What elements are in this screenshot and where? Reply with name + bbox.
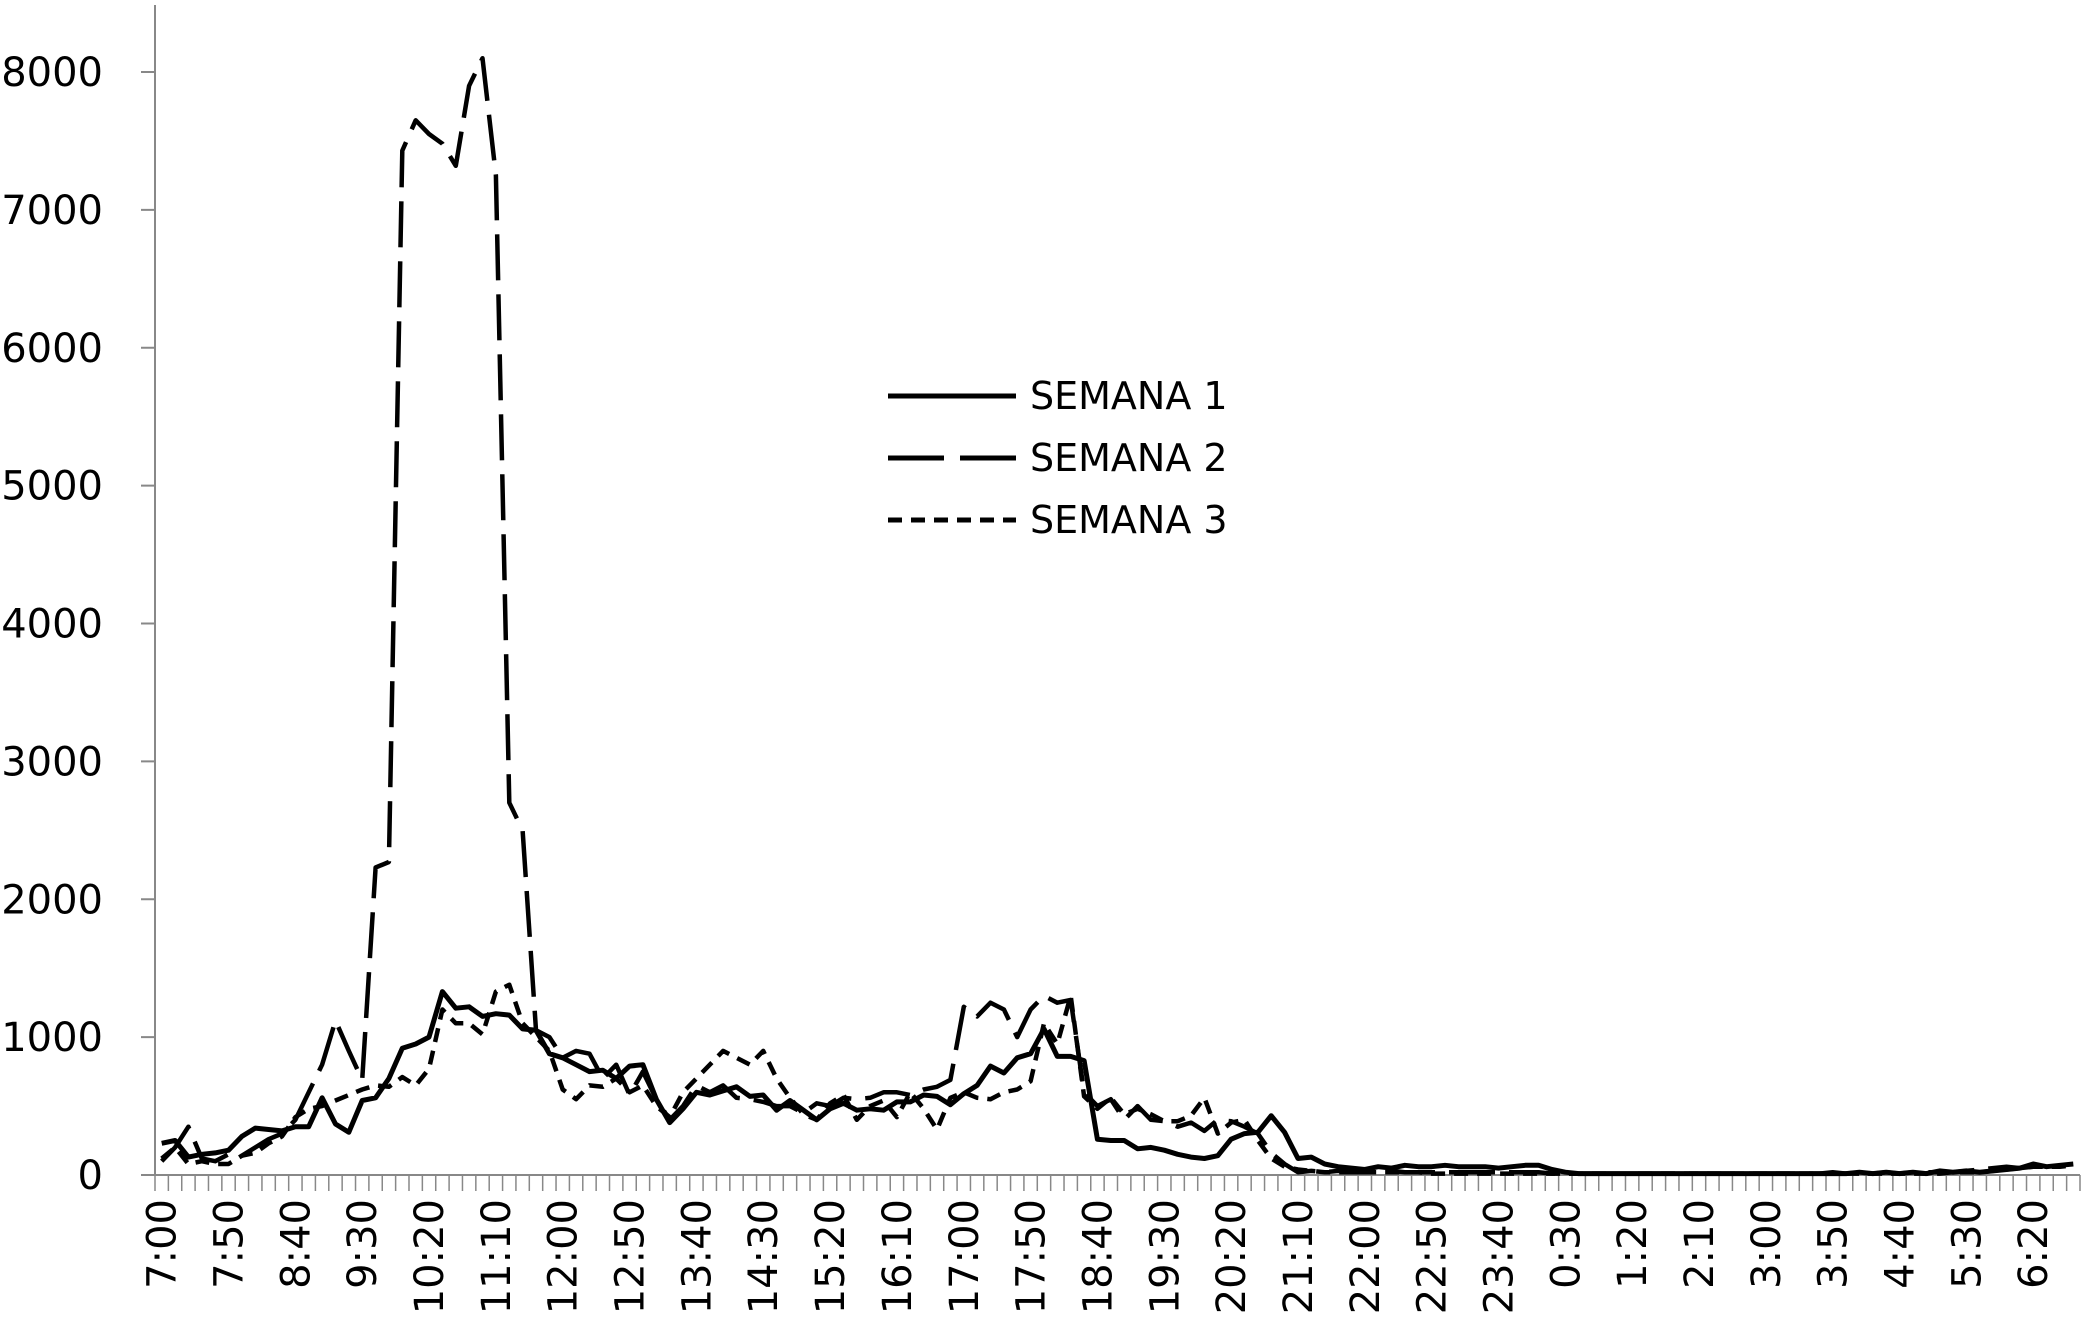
legend-label-semana-1: SEMANA 1	[1030, 374, 1228, 418]
y-tick-label: 7000	[1, 188, 103, 234]
x-tick-label: 8:40	[273, 1199, 319, 1289]
series-layer	[160, 55, 2074, 1177]
x-tick-label: 23:40	[1476, 1199, 1522, 1314]
x-tick-label: 13:40	[674, 1199, 720, 1314]
legend: SEMANA 1 SEMANA 2 SEMANA 3	[888, 374, 1228, 542]
x-tick-label: 18:40	[1075, 1199, 1121, 1314]
y-axis: 0 1000 2000 3000 4000 5000 6000 7000 8000	[1, 5, 156, 1199]
y-tick-label: 3000	[1, 739, 103, 785]
x-tick-label: 3:50	[1811, 1199, 1857, 1289]
y-tick-label: 6000	[1, 326, 103, 372]
y-tick-label: 4000	[1, 602, 103, 648]
legend-label-semana-2: SEMANA 2	[1030, 436, 1228, 480]
x-tick-label: 20:20	[1209, 1199, 1255, 1314]
x-tick-label: 2:10	[1677, 1199, 1723, 1289]
x-axis: 7:00 7:50 8:40 9:30 10:20 11:10 12:00 12:50 13:4…	[140, 1174, 2081, 1314]
x-tick-label: 19:30	[1142, 1199, 1188, 1314]
x-tick-label: 6:20	[2011, 1199, 2057, 1289]
x-tick-label: 22:00	[1343, 1199, 1389, 1314]
series-line-semana-1	[161, 989, 2074, 1177]
y-tick-label: 0	[78, 1153, 103, 1199]
y-tick-label: 8000	[1, 50, 103, 96]
x-tick-label: 17:00	[942, 1199, 988, 1314]
series-line-semana-3	[160, 982, 2074, 1176]
x-tick-label: 17:50	[1009, 1199, 1055, 1314]
x-tick-label: 22:50	[1410, 1199, 1456, 1314]
x-tick-label: 16:10	[875, 1199, 921, 1314]
legend-label-semana-3: SEMANA 3	[1030, 498, 1228, 542]
x-tick-label: 7:00	[140, 1199, 186, 1289]
x-tick-label: 15:20	[808, 1199, 854, 1314]
x-tick-label: 12:00	[541, 1199, 587, 1314]
x-tick-label: 12:50	[608, 1199, 654, 1314]
x-tick-label: 11:10	[474, 1199, 520, 1314]
x-tick-label: 0:30	[1543, 1199, 1589, 1289]
x-tick-label: 7:50	[207, 1199, 253, 1289]
x-tick-label: 1:20	[1610, 1199, 1656, 1289]
x-tick-label: 9:30	[340, 1199, 386, 1289]
y-tick-label: 2000	[1, 877, 103, 923]
x-tick-label: 10:20	[407, 1199, 453, 1314]
x-tick-label: 3:00	[1744, 1199, 1790, 1289]
x-tick-label: 4:40	[1878, 1199, 1924, 1289]
series-line-semana-2	[160, 55, 2047, 1176]
x-tick-label: 14:30	[741, 1199, 787, 1314]
y-tick-label: 1000	[1, 1015, 103, 1061]
y-tick-label: 5000	[1, 464, 103, 510]
x-tick-label: 21:10	[1276, 1199, 1322, 1314]
x-tick-label: 5:30	[1944, 1199, 1990, 1289]
